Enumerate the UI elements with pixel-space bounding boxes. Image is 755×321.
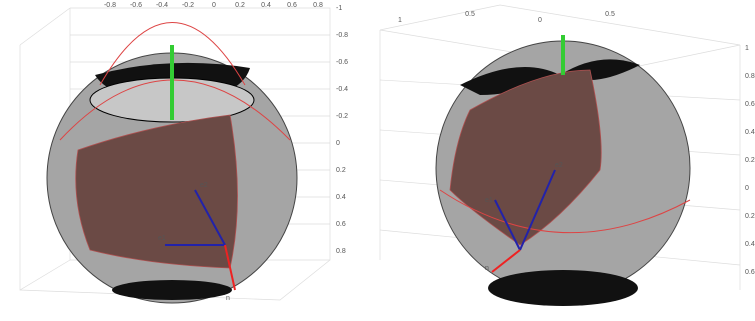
top-tick-label: -0.2 xyxy=(182,2,194,9)
z-tick-label: 1 xyxy=(745,45,749,52)
top-tick-label: 0.5 xyxy=(465,11,475,18)
top-tick-label: 1 xyxy=(398,17,402,24)
z-tick-label: 0.4 xyxy=(745,129,755,136)
z-tick-label: 0.8 xyxy=(745,73,755,80)
vector-label: e2 xyxy=(555,162,563,169)
top-tick-label: -0.8 xyxy=(104,2,116,9)
z-tick-label: 0 xyxy=(336,140,340,147)
top-tick-label: 0 xyxy=(212,2,216,9)
vector-label: e1 xyxy=(158,235,166,242)
z-tick-label: 0.6 xyxy=(336,221,346,228)
vector-label: n xyxy=(226,295,230,302)
right-sphere xyxy=(436,35,690,306)
z-tick-label: 0.2 xyxy=(745,157,755,164)
z-tick-label: -0.8 xyxy=(336,32,348,39)
z-tick-label: -0.6 xyxy=(336,59,348,66)
vector-label: e1 xyxy=(485,197,493,204)
top-tick-label: 0.4 xyxy=(261,2,271,9)
figure: -1 -0.8 -0.6 -0.4 -0.2 0 0.2 0.4 0.6 0.8 -0.8 -0.6 -… xyxy=(0,0,755,321)
top-tick-label: 0.8 xyxy=(313,2,323,9)
top-tick-label: 0.2 xyxy=(235,2,245,9)
z-tick-label: -0.4 xyxy=(336,86,348,93)
z-tick-label: 0.6 xyxy=(745,101,755,108)
top-tick-label: 0.5 xyxy=(605,11,615,18)
z-tick-label: -0.2 xyxy=(336,113,348,120)
top-tick-label: -0.6 xyxy=(130,2,142,9)
z-tick-label: 0 xyxy=(745,185,749,192)
vector-label: n xyxy=(485,265,489,272)
z-tick-label: -1 xyxy=(336,5,342,12)
z-tick-label: 0.8 xyxy=(336,248,346,255)
z-tick-label: 0.4 xyxy=(745,241,755,248)
top-tick-label: 0.6 xyxy=(287,2,297,9)
left-sphere xyxy=(47,23,297,304)
vector-label: e2 xyxy=(200,182,208,189)
z-tick-label: 0.2 xyxy=(336,167,346,174)
top-tick-label: 0 xyxy=(538,17,542,24)
top-tick-label: -0.4 xyxy=(156,2,168,9)
z-tick-label: 0.6 xyxy=(745,269,755,276)
z-tick-label: 0.2 xyxy=(745,213,755,220)
z-tick-label: 0.4 xyxy=(336,194,346,201)
